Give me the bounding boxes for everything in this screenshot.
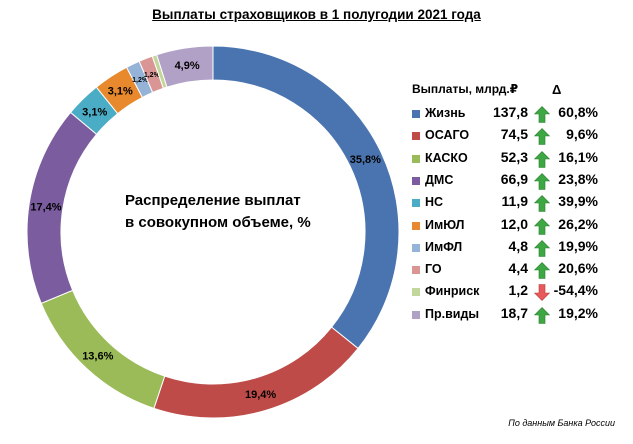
legend-row-7: ИмФЛ 4,8 19,9% [412,238,622,258]
donut-center-label: Распределение выплат в совокупном объеме… [125,190,325,234]
center-label-line-1: Распределение выплат [125,192,301,209]
legend-row-10: Пр.виды 18,7 19,2% [412,305,622,325]
legend-change: 26,2% [558,215,598,232]
legend-payout: 1,2 [508,282,528,299]
legend-name: ОСАГО [425,128,470,143]
legend-name: ИмФЛ [425,239,463,254]
legend-change: 23,8% [558,170,598,187]
arrow-up-icon [534,128,550,146]
legend-swatch [412,176,420,185]
slice-label-6: 3,1% [108,86,133,98]
legend-change: 9,6% [566,126,598,143]
legend-payout: 66,9 [500,170,528,187]
legend-row-6: ИмЮЛ 12,0 26,2% [412,216,622,236]
legend-change: 20,6% [558,260,598,277]
legend-payout: 18,7 [500,304,528,321]
legend-swatch [412,132,420,141]
legend-name: ГО [425,262,442,277]
legend-name: ДМС [425,172,454,187]
legend-change: -54,4% [553,282,598,299]
legend-payout: 74,5 [500,126,528,143]
slice-2 [153,326,359,419]
arrow-up-icon [534,239,550,257]
legend-change: 39,9% [558,193,598,210]
legend-payout: 4,8 [508,237,528,254]
slice-label-7: 1,2% [132,77,149,84]
legend-name: НС [425,195,444,210]
source-note: По данным Банка России [508,418,615,428]
arrow-up-icon [534,195,550,212]
legend-swatch [412,310,420,319]
slice-label-10: 4,9% [175,60,200,72]
legend-name: ИмЮЛ [425,217,465,232]
legend-swatch [412,110,420,118]
slice-3 [40,289,166,409]
slice-10 [156,45,214,88]
slice-label-1: 35,8% [350,154,381,166]
legend-header-payout: Выплаты, млрд.₽ [412,82,519,96]
legend-name: Пр.виды [425,306,480,321]
slice-label-3: 13,6% [82,351,113,363]
legend-change: 60,8% [558,104,598,120]
slice-label-4: 17,4% [30,201,61,213]
chart-title: Выплаты страховщиков в 1 полугодии 2021 … [152,7,481,22]
slice-label-5: 3,1% [82,106,107,118]
legend-payout: 52,3 [500,148,528,165]
legend-payout: 12,0 [500,215,528,232]
slice-label-8: 1,2% [144,72,161,79]
legend-swatch [412,243,420,252]
legend-name: КАСКО [425,150,468,165]
legend-name: Жизнь [425,106,466,120]
legend-change: 16,1% [558,148,598,165]
arrow-down-icon [534,284,550,302]
legend-row-4: ДМС 66,9 23,8% [412,171,622,191]
arrow-up-icon [534,172,550,190]
arrow-up-icon [534,150,550,168]
legend-header-change: Δ [552,82,562,97]
legend-row-8: ГО 4,4 20,6% [412,260,622,280]
legend-swatch [412,288,420,297]
legend-row-5: НС 11,9 39,9% [412,193,622,213]
arrow-up-icon [534,106,550,123]
center-label-line-2: в совокупном объеме, % [125,214,311,231]
legend-name: Финриск [425,284,480,299]
arrow-up-icon [534,217,550,235]
arrow-up-icon [534,306,550,324]
legend-row-3: КАСКО 52,3 16,1% [412,149,622,169]
legend-change: 19,9% [558,237,598,254]
legend-payout: 4,4 [508,260,528,277]
slice-label-2: 19,4% [245,389,276,401]
legend-swatch [412,154,420,163]
legend-swatch [412,221,420,230]
legend-row-1: Жизнь 137,8 60,8% [412,104,622,124]
legend-swatch [412,266,420,275]
legend-row-2: ОСАГО 74,5 9,6% [412,126,622,146]
legend-payout: 11,9 [501,193,528,210]
arrow-up-icon [534,262,550,279]
legend-payout: 137,8 [492,104,528,120]
legend-swatch [412,199,420,208]
legend-change: 19,2% [558,304,598,321]
legend-row-9: Финриск 1,2 -54,4% [412,282,622,302]
